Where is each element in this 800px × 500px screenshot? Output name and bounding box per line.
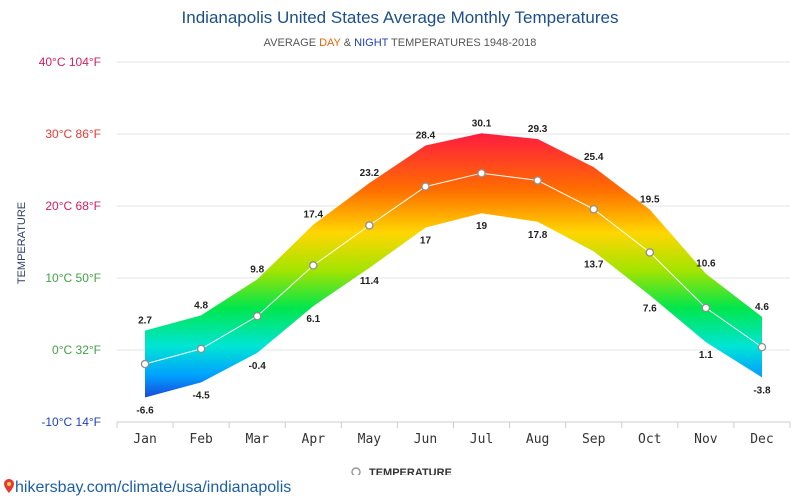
night-value-label: 1.1 (699, 350, 713, 361)
x-tick-label: Oct (638, 432, 661, 447)
night-value-label: 17.8 (528, 230, 548, 241)
average-point (589, 204, 598, 214)
y-tick-label: 30°C 86°F (45, 127, 101, 141)
source-link[interactable]: hikersbay.com/climate/usa/indianapolis (4, 479, 291, 497)
day-value-label: 23.2 (360, 168, 380, 179)
day-value-label: 19.5 (640, 195, 660, 206)
subtitle-night: NIGHT (354, 37, 389, 49)
average-point (196, 344, 206, 354)
average-point (645, 248, 655, 257)
x-tick-label: May (358, 432, 382, 447)
average-line (144, 172, 763, 365)
night-value-label: -6.6 (136, 406, 154, 417)
x-tick-label: Dec (750, 432, 773, 447)
x-tick-label: Sep (582, 432, 606, 447)
average-point (140, 359, 150, 369)
night-value-label: 19 (476, 221, 488, 232)
day-value-label: 9.8 (250, 264, 264, 275)
x-tick-label: Mar (245, 432, 269, 447)
x-axis-ticks: Jan Feb Mar Apr May Jun Jul Aug Sep Oct Nov Dec (116, 422, 791, 447)
average-point (365, 221, 374, 230)
night-value-label: 11.4 (360, 276, 379, 287)
temperature-chart: Indianapolis United States Average Month… (16, 8, 791, 475)
night-value-label: 17 (420, 236, 432, 247)
y-tick-label: 0°C 32°F (52, 343, 101, 357)
x-tick-label: Aug (526, 432, 549, 447)
y-tick-label: -10°C 14°F (41, 415, 101, 429)
night-value-label: -3.8 (753, 385, 771, 396)
x-tick-label: Apr (302, 432, 326, 447)
day-value-label: 4.8 (194, 300, 208, 311)
average-point (421, 182, 430, 191)
y-tick-label: 10°C 50°F (45, 271, 101, 285)
x-tick-label: Jun (414, 432, 437, 447)
y-tick-label: 40°C 104°F (39, 55, 101, 69)
legend-marker (351, 467, 361, 475)
night-value-label: 7.6 (643, 303, 657, 314)
night-value-label: -4.5 (193, 390, 211, 401)
map-pin-icon (4, 479, 14, 493)
day-value-label: 2.7 (138, 316, 152, 327)
legend[interactable]: TEMPERATURE (351, 467, 452, 475)
day-value-label: 17.4 (304, 210, 324, 221)
day-value-labels: 2.7 4.8 9.8 17.4 23.2 28.4 30.1 29.3 25.4 19.5 10.… (138, 118, 769, 326)
y-axis-label: TEMPERATURE (16, 202, 28, 284)
legend-label-temperature: TEMPERATURE (369, 467, 452, 475)
average-point (701, 303, 711, 313)
subtitle-prefix: AVERAGE (264, 37, 319, 49)
day-value-label: 30.1 (472, 118, 492, 129)
day-value-label: 28.4 (416, 131, 436, 142)
x-tick-label: Jul (470, 432, 493, 447)
x-tick-label: Nov (694, 432, 718, 447)
night-value-label: 13.7 (584, 259, 604, 270)
y-tick-label: 20°C 68°F (45, 199, 101, 213)
subtitle-amp: & (341, 37, 354, 49)
average-point (477, 168, 486, 178)
subtitle-day: DAY (319, 37, 341, 49)
chart-title: Indianapolis United States Average Month… (182, 8, 619, 27)
subtitle-suffix: TEMPERATURES 1948-2018 (388, 37, 536, 49)
y-axis-ticks: -10°C 14°F 0°C 32°F 10°C 50°F 20°C 68°F 30°C… (39, 55, 101, 429)
x-tick-label: Jan (133, 432, 156, 447)
day-value-label: 4.6 (755, 302, 769, 313)
night-value-labels: -6.6 -4.5 -0.4 6.1 11.4 17 19 17.8 13.7 7.6 1.1 -3.… (136, 221, 771, 416)
night-value-label: -0.4 (249, 361, 267, 372)
temperature-band (145, 133, 762, 398)
x-tick-label: Feb (189, 432, 213, 447)
source-link-text: hikersbay.com/climate/usa/indianapolis (15, 479, 292, 496)
day-value-label: 10.6 (696, 259, 716, 270)
day-value-label: 29.3 (528, 124, 548, 135)
average-points (140, 168, 767, 369)
average-point (533, 176, 542, 185)
chart-subtitle: AVERAGE DAY & NIGHT TEMPERATURES 1948-20… (264, 37, 537, 49)
average-point (309, 261, 318, 270)
average-point (252, 311, 262, 321)
day-value-label: 25.4 (584, 152, 604, 163)
night-value-label: 6.1 (306, 314, 320, 325)
average-point (757, 342, 767, 352)
